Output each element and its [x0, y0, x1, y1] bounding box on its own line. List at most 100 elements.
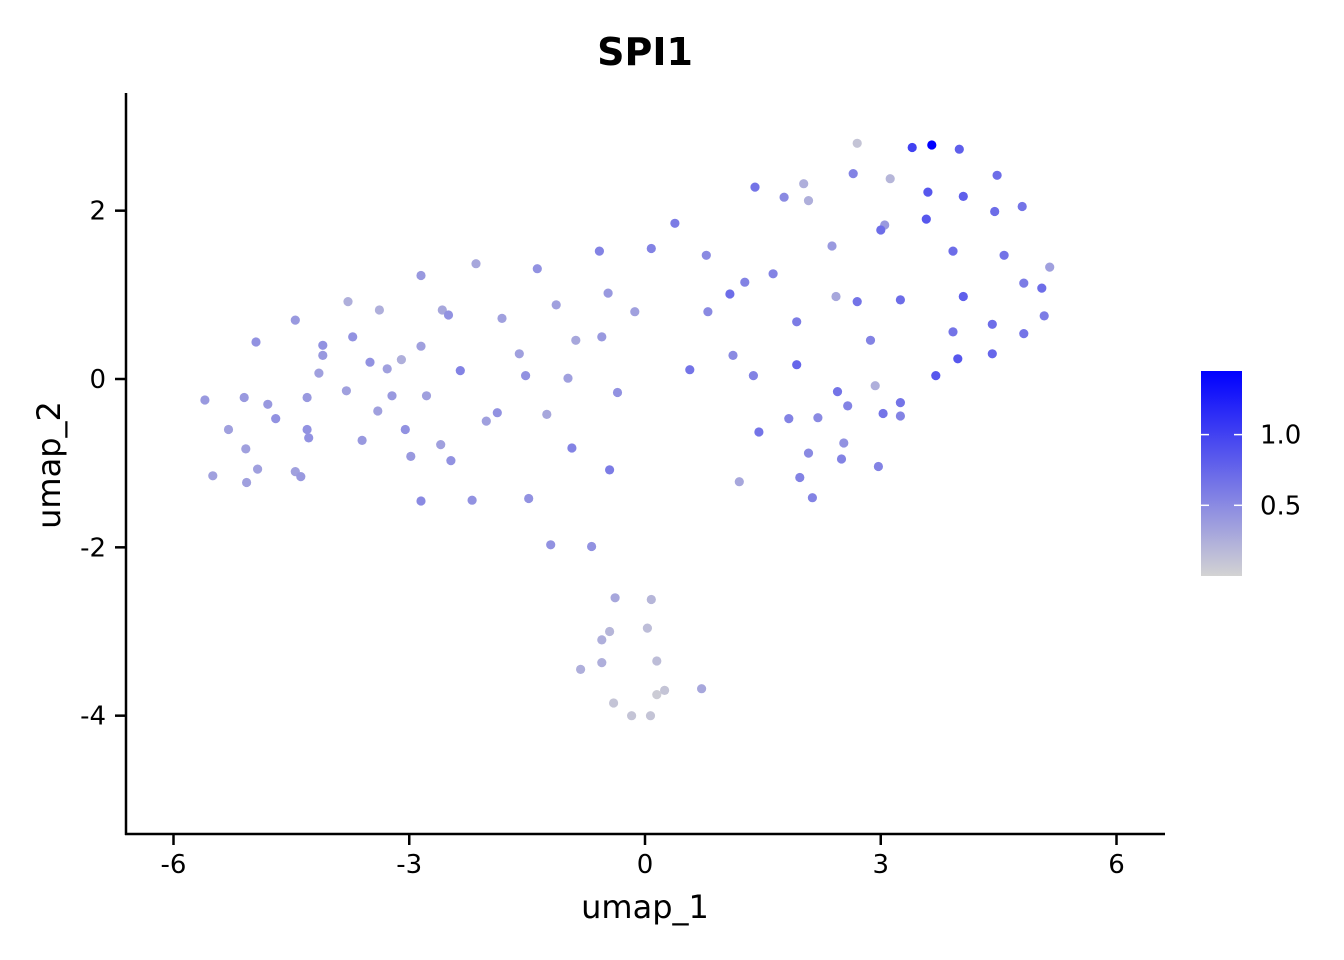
data-point [524, 493, 534, 504]
x-axis-ticks: -6 -3 0 3 6 [161, 834, 1125, 880]
data-point [492, 408, 502, 418]
data-point [551, 300, 561, 310]
data-point [646, 243, 656, 254]
data-point [605, 626, 615, 637]
data-point [670, 218, 680, 228]
data-point [223, 424, 234, 435]
data-point [954, 144, 964, 154]
data-point [870, 381, 880, 391]
data-point [779, 192, 789, 202]
data-point [652, 656, 662, 666]
data-point [852, 297, 862, 307]
data-point [302, 424, 312, 435]
data-point [1039, 311, 1049, 321]
points-layer [200, 138, 1055, 721]
legend-ticks: 0.5 1.0 [1201, 421, 1301, 521]
data-point [208, 471, 218, 481]
data-point [803, 448, 814, 458]
data-point [609, 698, 619, 708]
data-point [263, 399, 273, 409]
data-point [421, 391, 432, 401]
data-point [387, 391, 397, 401]
legend-tick-label: 0.5 [1260, 491, 1301, 521]
data-point [587, 541, 597, 552]
data-point [795, 472, 805, 483]
data-point [563, 373, 573, 383]
data-point [497, 313, 507, 323]
data-point [382, 364, 392, 374]
data-point [571, 335, 581, 345]
data-point [416, 341, 426, 351]
data-point [948, 246, 958, 256]
data-point [827, 241, 837, 251]
data-point [597, 332, 607, 342]
data-point [597, 658, 607, 668]
data-point [784, 414, 794, 424]
data-point [200, 395, 210, 405]
data-point [750, 182, 760, 192]
data-point [610, 593, 620, 603]
data-point [878, 408, 888, 419]
data-point [436, 440, 446, 450]
data-point [754, 427, 764, 437]
data-point [799, 179, 809, 189]
data-point [467, 495, 477, 505]
data-point [923, 187, 933, 197]
data-point [990, 206, 1000, 217]
data-point [304, 433, 314, 443]
x-tick-label: -3 [396, 850, 422, 880]
data-point [603, 288, 613, 298]
data-point [1019, 329, 1029, 339]
data-point [612, 387, 623, 398]
data-point [992, 170, 1002, 180]
data-point [987, 349, 997, 359]
data-point [374, 305, 384, 315]
data-point [642, 623, 653, 633]
data-point [948, 327, 958, 337]
data-point [697, 684, 707, 694]
data-point [843, 401, 853, 411]
data-point [836, 454, 847, 464]
data-point [839, 438, 849, 448]
data-point [290, 315, 300, 325]
data-point [792, 360, 802, 370]
data-point [594, 246, 605, 256]
data-point [701, 250, 711, 260]
data-point [1019, 278, 1029, 288]
x-tick-label: -6 [161, 850, 187, 880]
data-point [471, 259, 481, 269]
data-point [953, 354, 963, 364]
data-point [302, 392, 312, 403]
data-point [999, 250, 1009, 260]
x-tick-label: 0 [637, 850, 654, 880]
data-point [630, 307, 640, 317]
data-point [443, 310, 454, 320]
data-point [1045, 262, 1055, 272]
y-tick-label: 0 [89, 365, 106, 395]
data-point [813, 413, 823, 423]
data-point [1037, 283, 1047, 293]
data-point [318, 340, 328, 350]
data-point [803, 196, 814, 206]
data-point [792, 317, 802, 327]
data-point [660, 685, 670, 696]
x-tick-label: 3 [872, 850, 889, 880]
data-point [685, 365, 695, 375]
data-point [416, 496, 426, 506]
y-axis-label: umap_2 [30, 401, 68, 529]
data-point [728, 350, 738, 360]
data-point [481, 416, 491, 426]
data-point [807, 493, 818, 503]
data-point [927, 140, 937, 150]
data-point [895, 411, 906, 421]
chart-title: SPI1 [597, 30, 693, 74]
color-legend: 0.5 1.0 [1201, 371, 1301, 576]
data-point [848, 169, 858, 179]
data-point [357, 435, 367, 445]
data-point [542, 409, 552, 419]
data-point [314, 368, 324, 378]
y-axis-ticks: -4 -2 0 2 [80, 197, 126, 732]
data-point [373, 406, 383, 416]
data-point [987, 319, 997, 329]
